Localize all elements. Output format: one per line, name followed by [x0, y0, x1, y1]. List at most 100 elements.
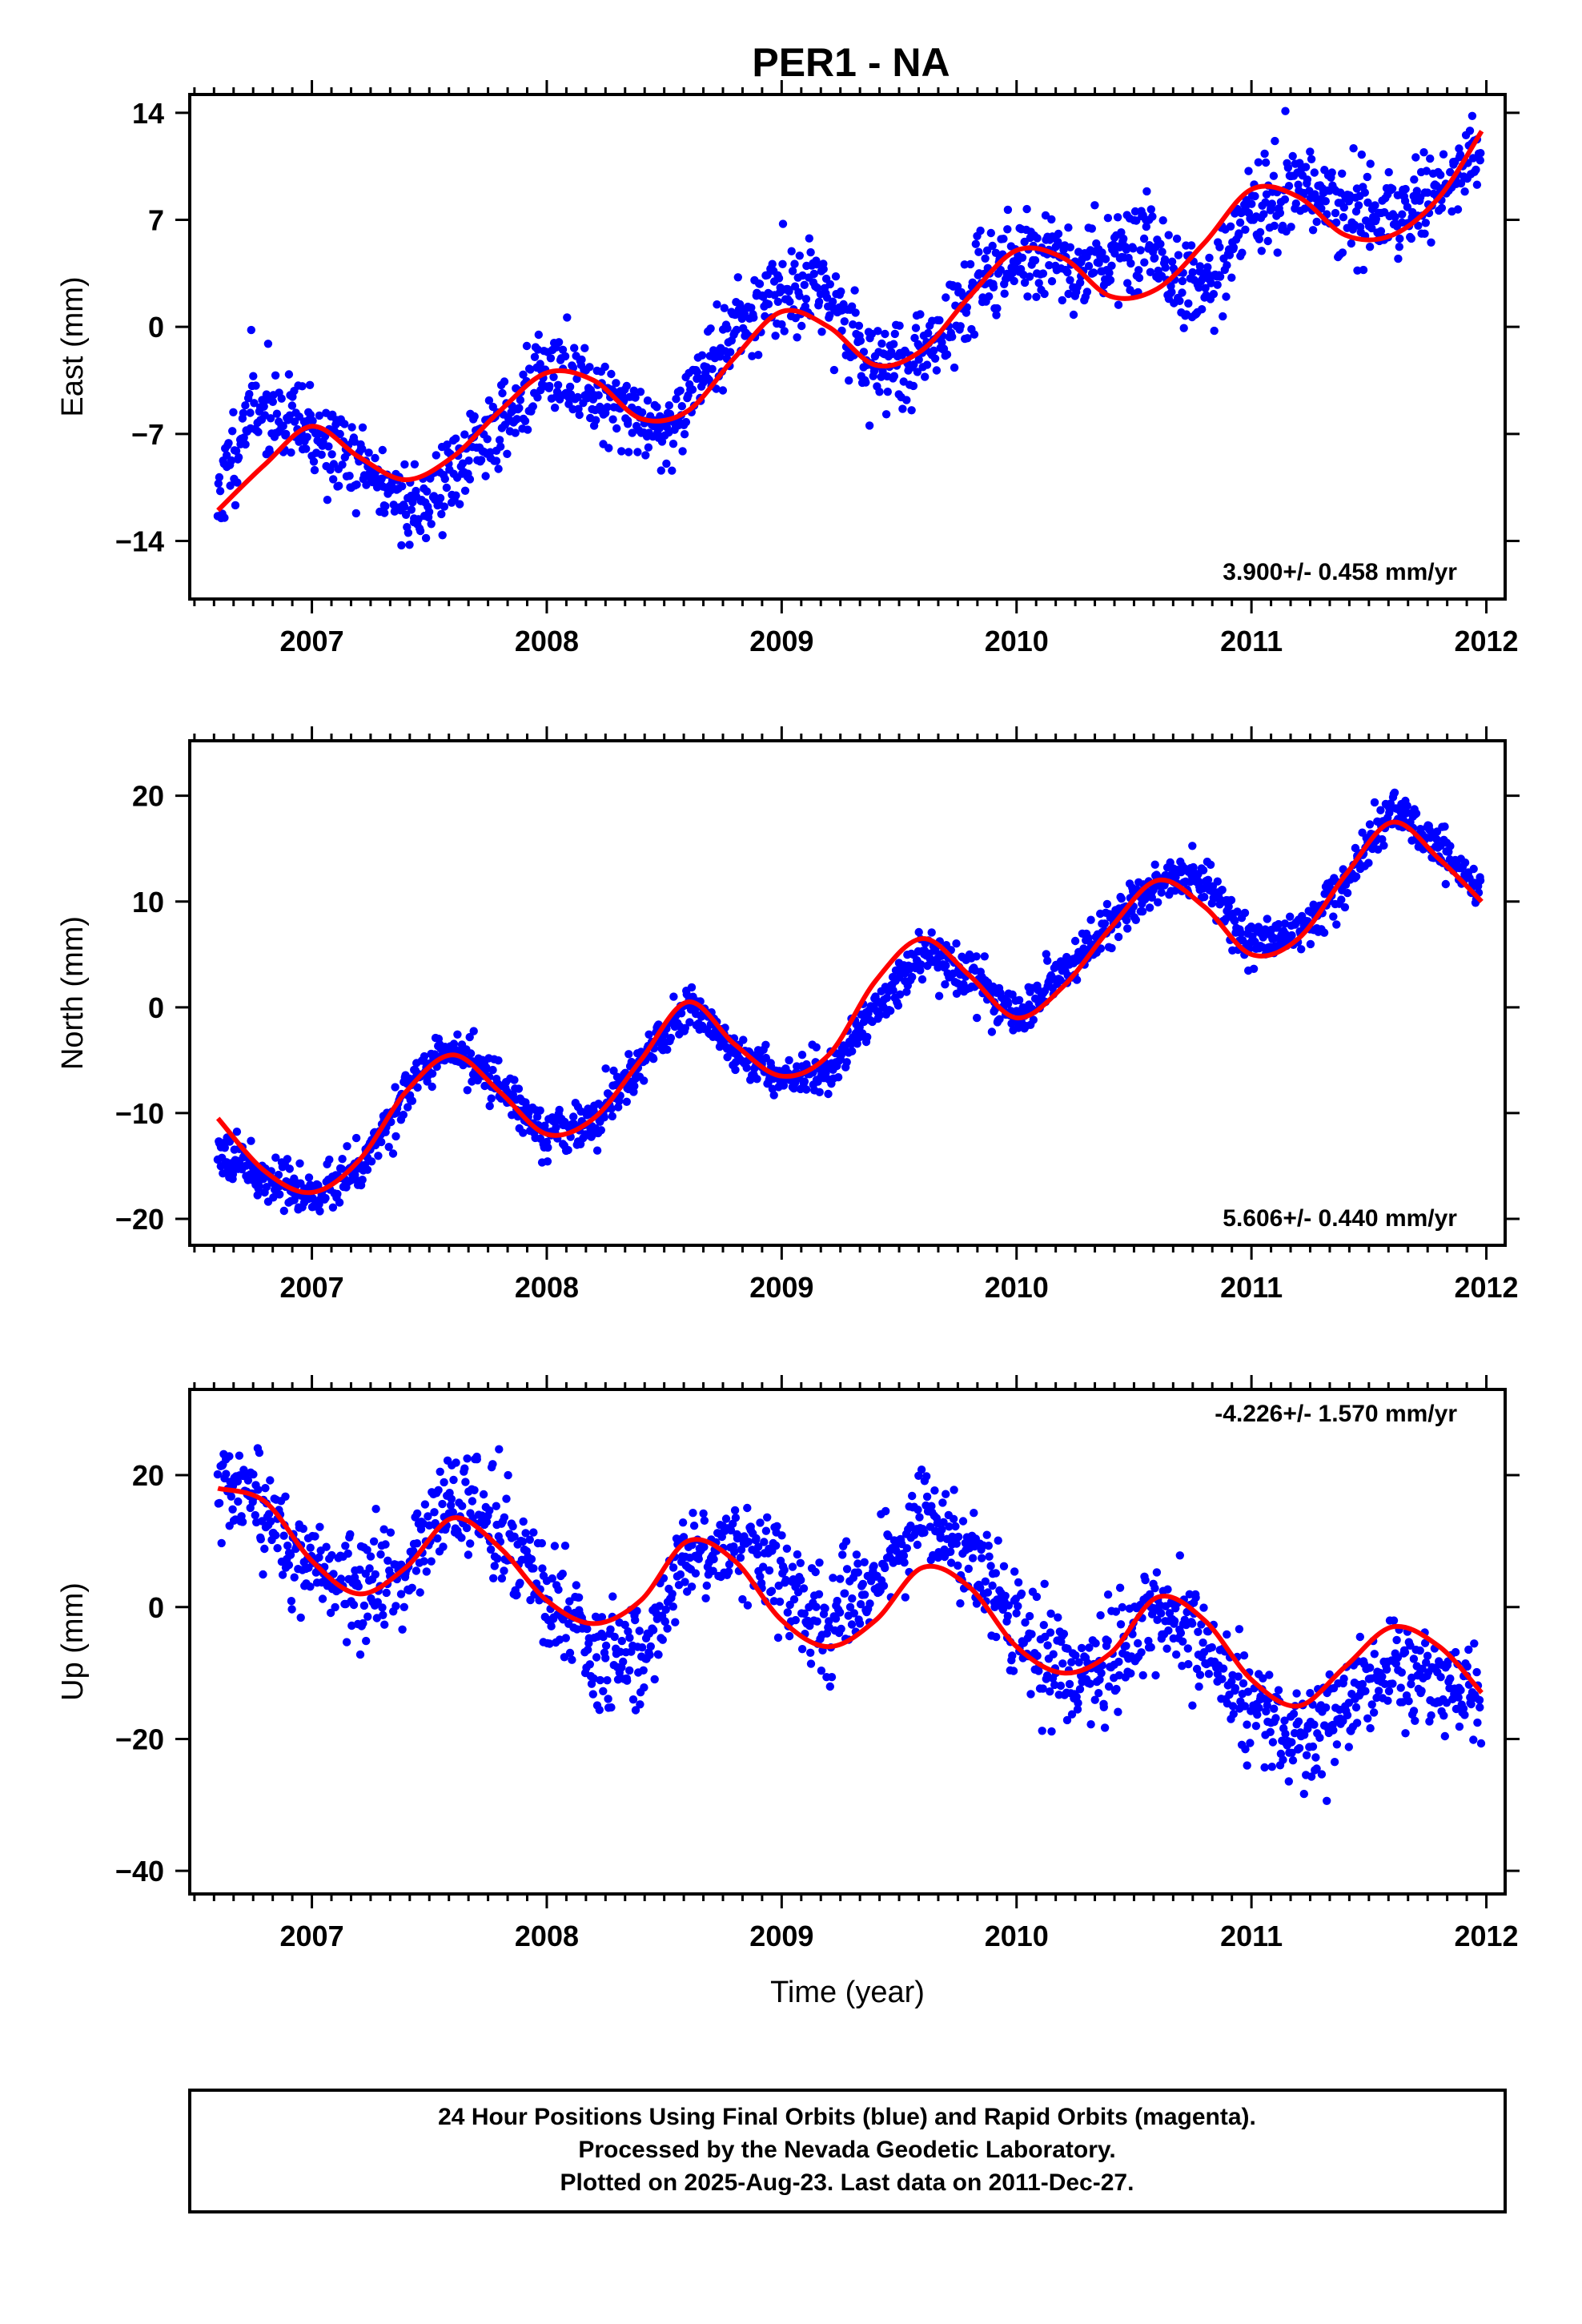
data-point — [665, 401, 673, 410]
data-point — [374, 1152, 383, 1160]
data-point — [1229, 243, 1239, 252]
data-point — [527, 1554, 536, 1564]
data-point — [968, 1554, 978, 1562]
data-point — [318, 1594, 327, 1603]
data-point — [271, 371, 280, 380]
data-point — [760, 1538, 769, 1546]
data-point — [689, 1522, 699, 1530]
data-point — [824, 1089, 833, 1099]
data-point — [1150, 253, 1159, 263]
data-point — [752, 1534, 761, 1543]
data-point — [569, 1112, 578, 1121]
data-point — [1144, 1636, 1153, 1646]
data-point — [558, 345, 568, 354]
rate-label: -4.226+/- 1.570 mm/yr — [1215, 1401, 1457, 1427]
data-point — [1446, 167, 1455, 177]
data-point — [1353, 266, 1362, 275]
data-point — [1054, 237, 1062, 247]
data-point — [1195, 1682, 1203, 1691]
data-point — [500, 1513, 509, 1522]
data-point — [338, 460, 347, 469]
data-point — [869, 1562, 878, 1570]
data-point — [1243, 1761, 1251, 1770]
data-point — [434, 1486, 443, 1495]
data-point — [599, 1687, 608, 1695]
data-point — [785, 1631, 794, 1641]
data-point — [617, 447, 626, 456]
data-point — [302, 444, 311, 453]
data-point — [1029, 1015, 1038, 1024]
footer-frame — [188, 2089, 1507, 2213]
data-point — [1267, 1763, 1277, 1771]
data-point — [791, 1615, 800, 1625]
data-point — [1203, 875, 1213, 885]
data-point — [369, 1537, 379, 1546]
data-point — [812, 1043, 821, 1052]
data-point — [1456, 179, 1466, 188]
data-point — [935, 316, 944, 325]
data-point — [362, 1636, 371, 1646]
data-point — [381, 1540, 390, 1549]
data-point — [999, 235, 1008, 243]
data-point — [1291, 199, 1301, 208]
data-point — [229, 408, 238, 416]
footer-line-1: 24 Hour Positions Using Final Orbits (bl… — [438, 2104, 1256, 2130]
data-point — [1367, 223, 1376, 233]
data-point — [865, 421, 874, 430]
data-point — [739, 1035, 748, 1044]
data-point — [736, 1553, 745, 1562]
data-point — [723, 324, 732, 333]
data-point — [700, 1542, 709, 1551]
data-point — [1352, 1719, 1362, 1727]
data-point — [508, 1522, 517, 1531]
data-point — [631, 393, 640, 402]
data-point — [1427, 238, 1435, 247]
data-point — [984, 1542, 994, 1550]
data-point — [601, 1064, 610, 1073]
data-point — [1045, 261, 1054, 270]
data-point — [942, 1490, 950, 1498]
data-point — [1030, 255, 1040, 265]
data-point — [886, 1006, 895, 1015]
data-point — [283, 1541, 292, 1550]
data-point — [1195, 283, 1203, 292]
data-point — [391, 1083, 400, 1092]
data-point — [1389, 1616, 1399, 1625]
data-point — [490, 1562, 499, 1570]
data-point — [763, 1513, 772, 1522]
data-point — [1460, 187, 1469, 196]
data-point — [536, 360, 544, 368]
data-point — [1225, 251, 1235, 259]
data-point — [526, 365, 535, 374]
data-point — [1046, 1687, 1054, 1696]
data-point — [1287, 1748, 1296, 1757]
data-point — [1205, 253, 1214, 263]
data-point — [532, 1112, 542, 1121]
data-point — [305, 380, 315, 389]
data-point — [685, 1018, 694, 1027]
data-point — [637, 408, 647, 417]
data-point — [560, 352, 570, 361]
x-tick-label: 2007 — [280, 625, 344, 657]
data-point — [1340, 903, 1350, 912]
data-point — [1186, 241, 1196, 250]
data-point — [476, 456, 486, 464]
data-point — [688, 1541, 697, 1550]
data-point — [1203, 263, 1212, 271]
data-point — [785, 297, 794, 306]
data-point — [596, 1675, 604, 1685]
data-point — [1292, 1689, 1301, 1698]
data-point — [1360, 188, 1370, 197]
data-point — [607, 1104, 616, 1113]
x-tick-label: 2008 — [515, 625, 579, 657]
x-tick-label: 2010 — [985, 1271, 1049, 1304]
data-point — [838, 1550, 847, 1559]
data-point — [1244, 167, 1253, 175]
data-point — [1310, 168, 1319, 177]
data-point — [585, 363, 594, 372]
data-point — [1294, 1717, 1303, 1726]
data-point — [1163, 1585, 1172, 1594]
data-point — [669, 992, 678, 1001]
data-point — [495, 436, 504, 444]
data-point — [865, 1599, 874, 1608]
